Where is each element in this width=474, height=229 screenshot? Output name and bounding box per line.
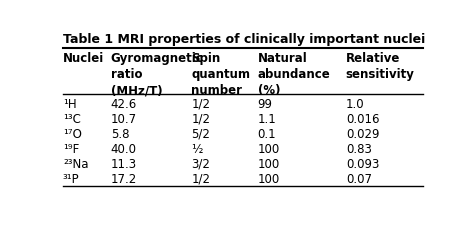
Text: 0.029: 0.029 xyxy=(346,127,379,140)
Text: 100: 100 xyxy=(258,172,280,185)
Text: 0.1: 0.1 xyxy=(258,127,276,140)
Text: 1/2: 1/2 xyxy=(191,112,210,125)
Text: 0.016: 0.016 xyxy=(346,112,379,125)
Text: 42.6: 42.6 xyxy=(110,97,137,110)
Text: 5/2: 5/2 xyxy=(191,127,210,140)
Text: 100: 100 xyxy=(258,157,280,170)
Text: Spin
quantum
number: Spin quantum number xyxy=(191,52,250,97)
Text: ¹³C: ¹³C xyxy=(63,112,81,125)
Text: 0.093: 0.093 xyxy=(346,157,379,170)
Text: Table 1 MRI properties of clinically important nuclei: Table 1 MRI properties of clinically imp… xyxy=(63,33,425,46)
Text: 0.07: 0.07 xyxy=(346,172,372,185)
Text: Relative
sensitivity: Relative sensitivity xyxy=(346,52,415,81)
Text: 17.2: 17.2 xyxy=(110,172,137,185)
Text: 10.7: 10.7 xyxy=(110,112,137,125)
Text: 100: 100 xyxy=(258,142,280,155)
Text: ³¹P: ³¹P xyxy=(63,172,80,185)
Text: 3/2: 3/2 xyxy=(191,157,210,170)
Text: Nuclei: Nuclei xyxy=(63,52,104,65)
Text: 1/2: 1/2 xyxy=(191,97,210,110)
Text: 1.0: 1.0 xyxy=(346,97,365,110)
Text: 40.0: 40.0 xyxy=(110,142,137,155)
Text: ½: ½ xyxy=(191,142,203,155)
Text: ¹⁷O: ¹⁷O xyxy=(63,127,82,140)
Text: 1/2: 1/2 xyxy=(191,172,210,185)
Text: ¹H: ¹H xyxy=(63,97,76,110)
Text: 5.8: 5.8 xyxy=(110,127,129,140)
Text: 99: 99 xyxy=(258,97,273,110)
Text: ¹⁹F: ¹⁹F xyxy=(63,142,79,155)
Text: 1.1: 1.1 xyxy=(258,112,276,125)
Text: Natural
abundance
(%): Natural abundance (%) xyxy=(258,52,330,97)
Text: 0.83: 0.83 xyxy=(346,142,372,155)
Text: Gyromagnetic
ratio
(MHz/T): Gyromagnetic ratio (MHz/T) xyxy=(110,52,203,97)
Text: ²³Na: ²³Na xyxy=(63,157,89,170)
Text: 11.3: 11.3 xyxy=(110,157,137,170)
